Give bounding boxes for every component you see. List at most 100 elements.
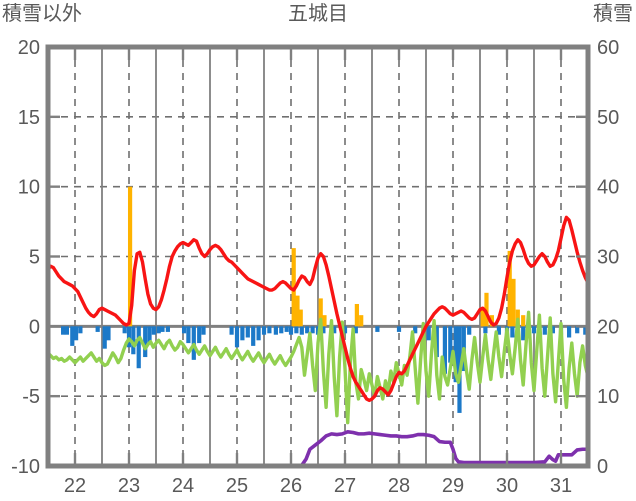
bar xyxy=(342,326,348,334)
bar xyxy=(127,186,133,327)
bar xyxy=(510,326,515,338)
bar xyxy=(156,326,161,334)
bar xyxy=(78,326,83,334)
bar xyxy=(245,326,250,338)
y2-axis-tick-label: 60 xyxy=(597,37,619,59)
bar xyxy=(521,326,526,341)
y-axis-tick-label: 10 xyxy=(18,177,40,199)
bar xyxy=(131,326,136,355)
chart-title: 五城目 xyxy=(288,3,348,25)
bar xyxy=(305,326,310,334)
bar xyxy=(467,326,472,335)
bar xyxy=(542,326,547,335)
y2-axis-tick-label: 50 xyxy=(597,107,619,129)
bar xyxy=(186,326,191,344)
bar xyxy=(95,326,100,332)
bar xyxy=(136,326,141,369)
y-axis-tick-label: 0 xyxy=(29,316,40,338)
x-axis-tick-label: 23 xyxy=(118,475,140,497)
y-axis-tick-label: 15 xyxy=(18,107,40,129)
bar xyxy=(413,326,418,334)
bar xyxy=(359,315,364,327)
bar xyxy=(496,326,501,335)
bar xyxy=(310,326,315,334)
data-layer xyxy=(46,186,590,468)
bar xyxy=(102,326,107,349)
bar xyxy=(240,326,245,341)
bar xyxy=(70,326,75,346)
y-axis-tick-label: -5 xyxy=(22,386,40,408)
line-series-snow_depth xyxy=(46,429,590,468)
bar xyxy=(531,326,537,334)
x-axis-tick-label: 30 xyxy=(496,475,518,497)
bar xyxy=(234,326,240,348)
bar xyxy=(442,326,447,374)
bar xyxy=(353,326,358,334)
bar xyxy=(375,326,380,332)
bar xyxy=(583,326,588,335)
bar xyxy=(122,326,127,334)
bar xyxy=(73,326,79,341)
bar xyxy=(354,303,359,327)
bar xyxy=(295,295,300,327)
bar xyxy=(279,326,284,334)
bar xyxy=(511,278,516,327)
bar xyxy=(151,326,156,335)
right-axis-unit-label: 積雪 xyxy=(593,3,633,25)
y2-axis-tick-label: 40 xyxy=(597,177,619,199)
bar xyxy=(453,326,458,383)
bar xyxy=(284,326,289,332)
bar xyxy=(567,326,572,338)
x-axis-tick-label: 27 xyxy=(334,475,356,497)
bar xyxy=(484,292,489,327)
y2-axis-tick-label: 0 xyxy=(597,456,608,478)
bar xyxy=(61,326,66,335)
bar xyxy=(426,326,431,341)
bar xyxy=(147,326,152,344)
bar xyxy=(126,326,132,348)
bar xyxy=(575,326,580,334)
plot-frame xyxy=(45,44,591,469)
bar xyxy=(64,326,69,335)
bar xyxy=(256,326,261,341)
bar xyxy=(448,326,453,363)
bar xyxy=(160,326,165,332)
x-axis-tick-label: 31 xyxy=(550,475,572,497)
y2-axis-tick-label: 20 xyxy=(597,316,619,338)
bar xyxy=(521,315,526,327)
y-axis-tick-label: -10 xyxy=(11,456,40,478)
line-series-humidity_wind xyxy=(46,310,590,425)
bar xyxy=(299,326,304,335)
x-axis-tick-label: 29 xyxy=(442,475,464,497)
bar xyxy=(550,326,555,334)
y2-axis-tick-label: 10 xyxy=(597,386,619,408)
bar xyxy=(261,326,267,335)
bar xyxy=(229,326,234,335)
bar xyxy=(294,326,299,334)
bar xyxy=(483,326,488,334)
bar xyxy=(165,326,170,332)
bar xyxy=(322,315,327,327)
left-axis-unit-label: 積雪以外 xyxy=(2,3,82,25)
y-axis-tick-label: 5 xyxy=(29,247,40,269)
bar xyxy=(267,326,272,334)
bar xyxy=(480,309,485,327)
x-axis-tick-label: 28 xyxy=(388,475,410,497)
x-axis-tick-label: 24 xyxy=(172,475,194,497)
bar xyxy=(197,326,202,344)
bar xyxy=(143,326,148,358)
x-axis-tick-label: 25 xyxy=(226,475,248,497)
line-series-temperature xyxy=(46,215,590,403)
bar xyxy=(321,326,326,334)
bar xyxy=(181,326,187,334)
bar xyxy=(396,326,402,332)
x-axis-tick-label: 22 xyxy=(64,475,86,497)
y2-axis-tick-label: 30 xyxy=(597,247,619,269)
tick-labels: -10 -5 0 5 10 15 20 0 10 20 30 40 50 60 22 23 24 25 26 27 28… xyxy=(11,37,619,497)
bar xyxy=(251,326,256,346)
y-axis-tick-label: 20 xyxy=(18,37,40,59)
bar xyxy=(318,298,323,327)
plot-border xyxy=(45,44,591,469)
x-axis-tick-label: 26 xyxy=(280,475,302,497)
